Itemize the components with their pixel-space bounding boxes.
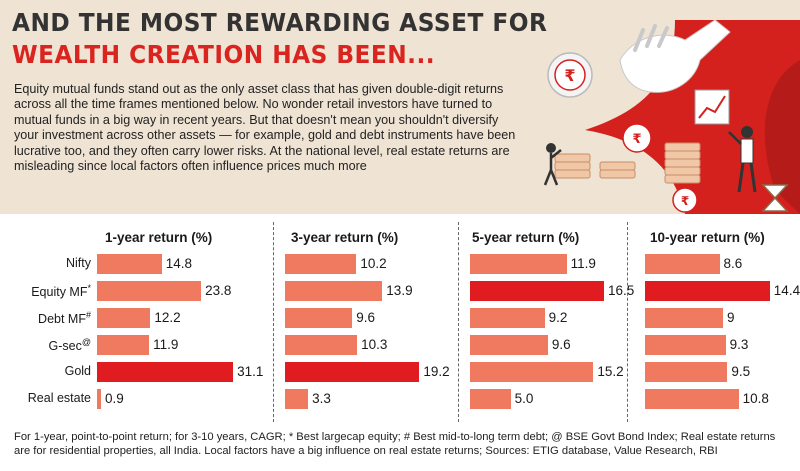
category-labels: Nifty Equity MF* Debt MF# G-sec@ Gold Real es… bbox=[0, 214, 95, 424]
footnote: For 1-year, point-to-point return; for 3… bbox=[14, 431, 776, 457]
panel-title: 5-year return (%) bbox=[472, 230, 580, 245]
bar bbox=[645, 254, 720, 274]
category-label-text: Debt MF bbox=[38, 312, 86, 327]
bar bbox=[470, 254, 567, 274]
category-label: Debt MF# bbox=[38, 310, 91, 326]
svg-text:₹: ₹ bbox=[632, 132, 641, 147]
bar bbox=[97, 389, 101, 409]
bar bbox=[97, 362, 234, 382]
svg-text:₹: ₹ bbox=[564, 66, 575, 85]
growth-chart-icon bbox=[694, 89, 730, 125]
bar-value-label: 11.9 bbox=[153, 337, 179, 352]
bar-value-label: 3.3 bbox=[312, 391, 331, 406]
category-label-text: Real estate bbox=[27, 391, 91, 405]
bar bbox=[97, 308, 151, 328]
bar-value-label: 15.2 bbox=[597, 364, 624, 379]
bar-value-label: 23.8 bbox=[205, 283, 232, 298]
headline-line-2: WEALTH CREATION HAS BEEN... bbox=[12, 40, 436, 69]
bar-value-label: 9.2 bbox=[548, 310, 568, 325]
bar-value-label: 9.3 bbox=[729, 337, 749, 352]
panel-title: 3-year return (%) bbox=[291, 230, 399, 245]
bar bbox=[470, 281, 604, 301]
bar bbox=[285, 362, 420, 382]
bar-value-label: 9.6 bbox=[551, 337, 571, 352]
bar-value-label: 16.5 bbox=[607, 283, 635, 298]
businessman-icon bbox=[543, 126, 757, 193]
bar bbox=[97, 254, 162, 274]
bar bbox=[645, 335, 726, 355]
svg-text:₹: ₹ bbox=[681, 194, 689, 208]
bar-value-label: 10.2 bbox=[360, 256, 387, 271]
header-section: AND THE MOST REWARDING ASSET FOR WEALTH … bbox=[0, 0, 800, 214]
bar bbox=[470, 308, 545, 328]
bar bbox=[285, 281, 383, 301]
category-label: Real estate bbox=[28, 391, 91, 405]
bar bbox=[285, 254, 357, 274]
bar-value-label: 9 bbox=[727, 310, 735, 325]
panel-title: 10-year return (%) bbox=[650, 230, 765, 245]
hand-icon bbox=[619, 20, 731, 93]
panel-divider bbox=[458, 222, 459, 422]
rupee-coin-icon: ₹ ₹ bbox=[622, 123, 698, 213]
bar bbox=[645, 389, 739, 409]
category-label: Nifty bbox=[66, 256, 91, 270]
bar bbox=[285, 335, 358, 355]
illustration: ₹ ₹ bbox=[543, 20, 800, 214]
category-label-text: G-sec bbox=[48, 339, 82, 354]
bar-value-label: 11.9 bbox=[570, 256, 596, 271]
bar-value-label: 10.3 bbox=[361, 337, 388, 352]
bar bbox=[645, 308, 723, 328]
bar-value-label: 9.6 bbox=[356, 310, 375, 325]
bar-value-label: 13.9 bbox=[386, 283, 413, 298]
bar-value-label: 9.5 bbox=[731, 364, 751, 379]
category-label: Gold bbox=[65, 364, 91, 378]
panel-title: 1-year return (%) bbox=[105, 230, 213, 245]
bar-value-label: 10.8 bbox=[742, 391, 769, 406]
bar-value-label: 14.8 bbox=[165, 256, 193, 271]
bar bbox=[470, 362, 594, 382]
bar-value-label: 8.6 bbox=[723, 256, 743, 271]
leaf-icon bbox=[585, 20, 800, 214]
panel-divider bbox=[627, 222, 628, 422]
bar-value-label: 12.2 bbox=[154, 310, 181, 325]
category-footnote-mark: * bbox=[87, 283, 91, 293]
hourglass-icon bbox=[761, 184, 789, 212]
bar bbox=[470, 389, 511, 409]
bar bbox=[285, 389, 309, 409]
category-label-text: Nifty bbox=[66, 256, 91, 270]
category-label: Equity MF* bbox=[31, 283, 91, 299]
bar bbox=[97, 281, 202, 301]
bar-value-label: 19.2 bbox=[423, 364, 450, 379]
returns-chart: Nifty Equity MF* Debt MF# G-sec@ Gold Real es… bbox=[0, 214, 800, 424]
bar bbox=[645, 362, 728, 382]
category-label: G-sec@ bbox=[49, 337, 91, 353]
headline-line-1: AND THE MOST REWARDING ASSET FOR bbox=[12, 8, 548, 37]
panel-divider bbox=[273, 222, 274, 422]
bar-value-label: 31.1 bbox=[237, 364, 264, 379]
intro-paragraph: Equity mutual funds stand out as the onl… bbox=[14, 82, 516, 174]
category-footnote-mark: # bbox=[85, 310, 91, 320]
bar-value-label: 0.9 bbox=[104, 391, 124, 406]
rupee-coin-icon: ₹ bbox=[547, 52, 593, 98]
bar bbox=[470, 335, 548, 355]
category-footnote-mark: @ bbox=[81, 337, 91, 347]
bar bbox=[285, 308, 353, 328]
bar bbox=[97, 335, 150, 355]
bar-value-label: 14.4 bbox=[773, 283, 800, 298]
category-label-text: Gold bbox=[64, 364, 91, 378]
coin-stack-icon bbox=[554, 142, 701, 184]
category-label-text: Equity MF bbox=[31, 285, 88, 300]
bar bbox=[645, 281, 770, 301]
bar-value-label: 5.0 bbox=[514, 391, 534, 406]
